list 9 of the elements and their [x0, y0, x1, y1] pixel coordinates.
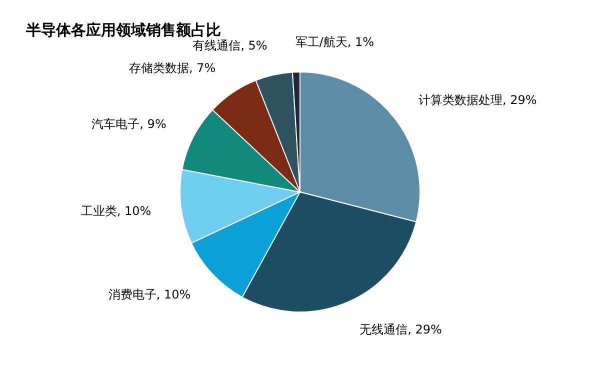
slice-label: 消费电子, 10%	[108, 288, 191, 302]
slice-label: 无线通信, 29%	[360, 322, 442, 337]
slice-label: 计算类数据处理, 29%	[418, 93, 537, 108]
slice-label: 存储类数据, 7%	[129, 60, 216, 75]
slice-label: 有线通信, 5%	[192, 38, 268, 53]
slice-label: 军工/航天, 1%	[295, 35, 374, 50]
slice-label: 汽车电子, 9%	[92, 116, 166, 131]
slice-label: 工业类, 10%	[80, 204, 152, 218]
chart-title: 半导体各应用领域销售额占比	[25, 21, 221, 39]
